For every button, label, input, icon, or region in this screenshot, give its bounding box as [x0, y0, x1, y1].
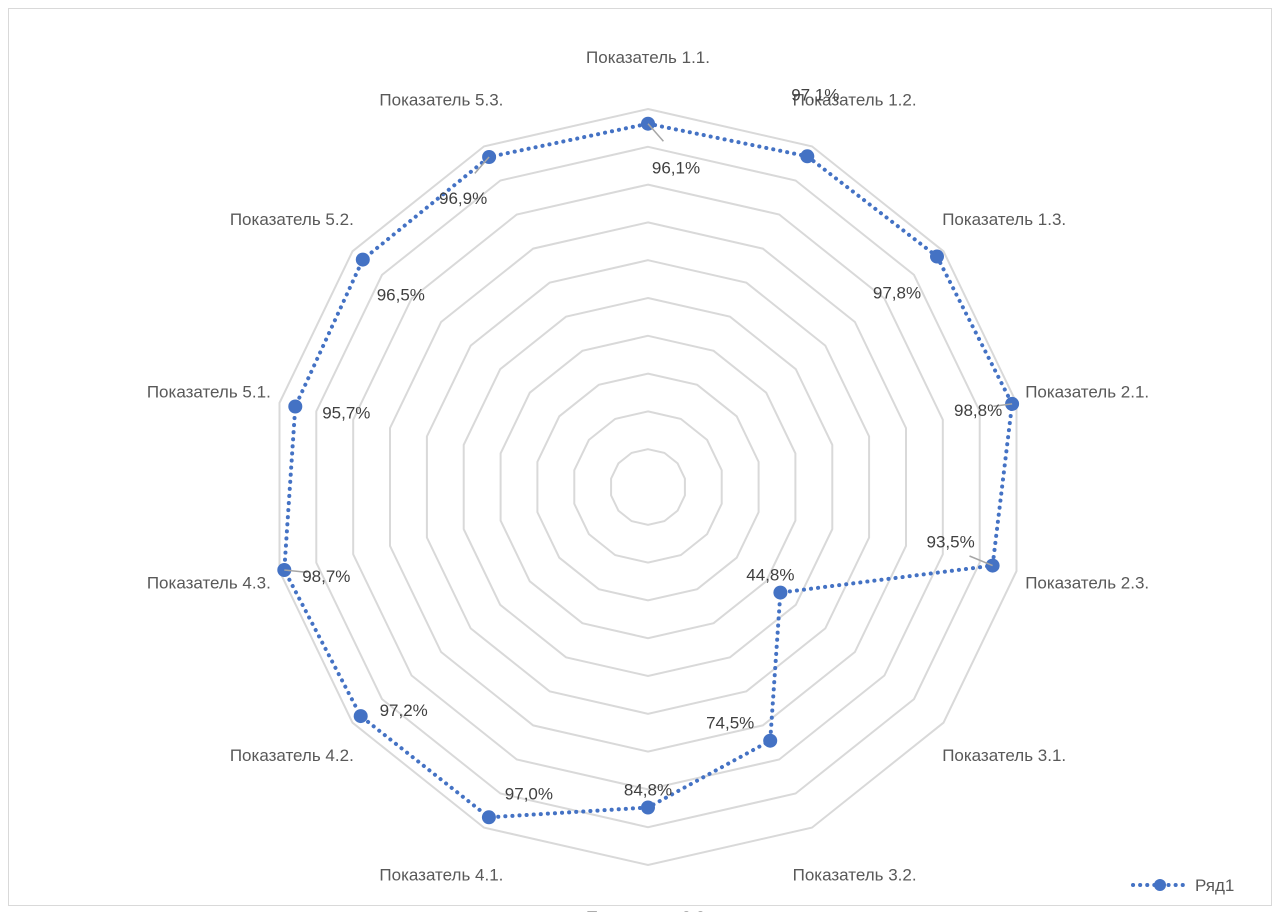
data-label: 98,7% [302, 567, 350, 586]
category-label: Показатель 4.2. [230, 746, 354, 765]
data-label: 97,2% [380, 701, 428, 720]
gridline-ring [315, 145, 981, 829]
data-label: 84,8% [624, 781, 672, 800]
gridline-ring [499, 334, 797, 640]
data-label: 44,8% [746, 566, 794, 585]
category-label: Показатель 2.1. [1025, 382, 1149, 401]
data-label-leader [993, 403, 1013, 408]
data-label: 96,1% [652, 159, 700, 178]
data-point [481, 810, 496, 825]
category-label: Показатель 1.1. [586, 48, 710, 67]
data-label: 93,5% [926, 533, 974, 552]
series-ryad1 [277, 116, 1020, 825]
data-label-leader [284, 569, 308, 574]
data-point [800, 149, 815, 164]
category-label: Показатель 5.2. [230, 210, 354, 229]
data-label: 98,8% [954, 401, 1002, 420]
data-point [930, 249, 944, 264]
gridline-ring [462, 296, 834, 678]
category-label: Показатель 1.3. [942, 210, 1066, 229]
category-label: Показатель 4.1. [379, 865, 503, 884]
legend: Ряд1 [1131, 876, 1234, 895]
data-label-leader [474, 156, 490, 174]
data-point [641, 800, 655, 815]
gridline-ring [352, 183, 944, 791]
data-label: 74,5% [706, 714, 754, 733]
legend-marker [1154, 879, 1166, 891]
data-labels: 96,1% 97,1% 97,8% 98,8% 93,5% 44,8% 74,5% 84,8%… [284, 85, 1013, 803]
data-point [763, 733, 778, 748]
category-label: Показатель 3.1. [942, 746, 1066, 765]
category-label: Показатель 4.3. [147, 574, 271, 593]
category-label: Показатель 1.2. [793, 91, 917, 110]
data-point [355, 252, 370, 267]
data-label-leader [647, 123, 664, 142]
data-label: 95,7% [322, 404, 370, 423]
chart-area [8, 8, 1272, 906]
gridline-ring [389, 221, 907, 753]
gridline-ring [425, 259, 871, 715]
category-labels: Показатель 1.1. Показатель 1.2. Показатель… [147, 48, 1149, 912]
data-label-leader [969, 555, 993, 567]
data-label: 96,9% [439, 189, 487, 208]
category-label: Показатель 5.1. [147, 382, 271, 401]
data-point [353, 709, 368, 724]
gridline-ring [573, 410, 723, 564]
data-label: 97,8% [873, 284, 921, 303]
data-point [288, 399, 303, 414]
data-point [773, 585, 788, 600]
category-label: Показатель 2.3. [1025, 574, 1149, 593]
data-label: 96,5% [377, 286, 425, 305]
data-label: 97,1% [791, 85, 839, 104]
data-label: 97,0% [505, 784, 553, 803]
legend-item-ryad1: Ряд1 [1195, 876, 1234, 895]
category-label: Показатель 3.3. [586, 908, 710, 912]
category-label: Показатель 3.2. [793, 865, 917, 884]
gridline-ring [610, 448, 686, 526]
grid [278, 107, 1018, 867]
gridline-ring [278, 107, 1018, 867]
category-label: Показатель 5.3. [379, 91, 503, 110]
gridline-ring [536, 372, 760, 602]
